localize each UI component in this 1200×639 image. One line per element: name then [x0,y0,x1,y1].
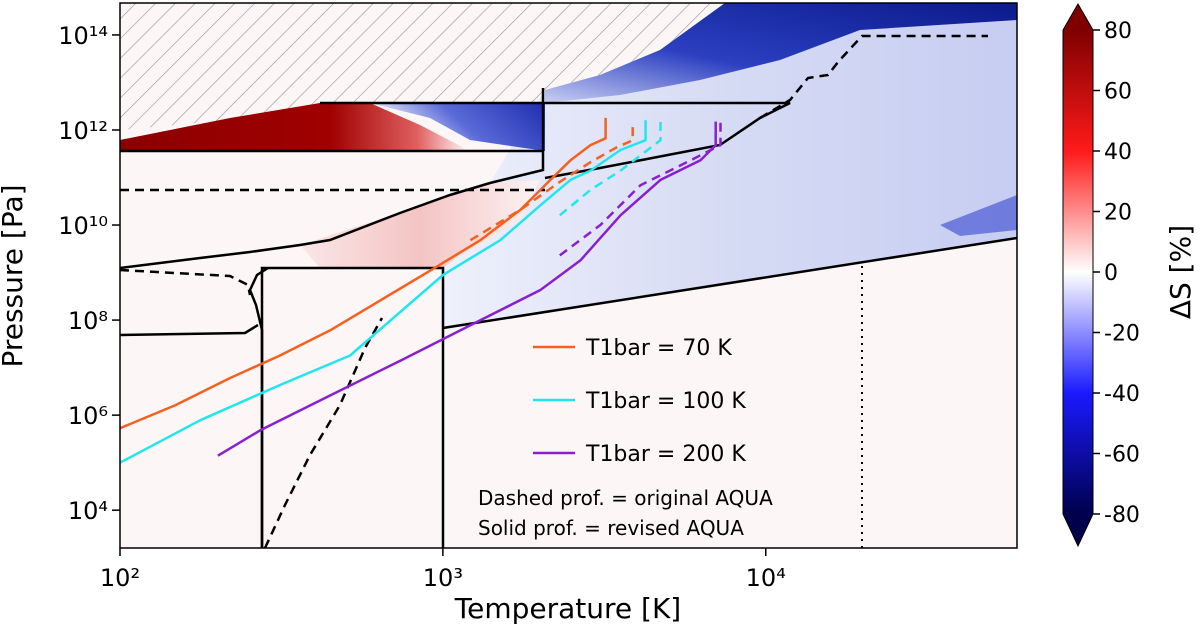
colorbar-tick-label: -20 [1104,322,1140,347]
plot-frame [119,2,1018,549]
y-axis-label: Pressure [Pa] [0,184,29,367]
colorbar-tick-label: 80 [1104,19,1132,44]
profile-line [559,121,662,217]
colorbar-tick-label: 0 [1104,261,1118,286]
plot-background [120,3,1017,548]
series-layer [120,117,722,464]
profile-line [120,120,647,464]
profile-line [120,117,607,430]
y-tick-label: 10⁶ [68,402,108,430]
annotation: Dashed prof. = original AQUA [478,486,773,510]
colorbar-tick-label: -60 [1104,443,1140,468]
profile-line [217,121,717,457]
colorbar-tick-label: -40 [1104,382,1140,407]
legend-label: T1bar = 70 K [585,336,732,361]
colorbar-tick-label: 20 [1104,201,1132,226]
annotation: Solid prof. = revised AQUA [478,516,744,540]
colorbar-tick-label: 40 [1104,140,1132,165]
x-tick-label: 10² [100,564,140,592]
legend-label: T1bar = 200 K [585,442,746,467]
y-tick-label: 10¹⁰ [58,212,108,240]
x-tick-label: 10⁴ [746,564,786,592]
colorbar [1063,30,1093,514]
y-tick-label: 10¹² [58,117,108,145]
y-tick-label: 10¹⁴ [58,22,108,50]
profile-line [559,121,722,257]
colorbar-tick-label: 60 [1104,80,1132,105]
colorbar-extend-top [1063,4,1093,30]
x-tick-label: 10³ [423,564,463,592]
colorbar-extend-bottom [1063,514,1093,546]
legend-label: T1bar = 100 K [585,389,746,414]
colorbar-tick-label: -80 [1104,503,1140,528]
x-axis-label: Temperature [K] [454,592,681,625]
y-tick-label: 10⁸ [68,307,108,335]
colorbar-label: ΔS [%] [1164,225,1197,319]
profile-line [469,124,634,242]
y-tick-label: 10⁴ [68,497,108,525]
